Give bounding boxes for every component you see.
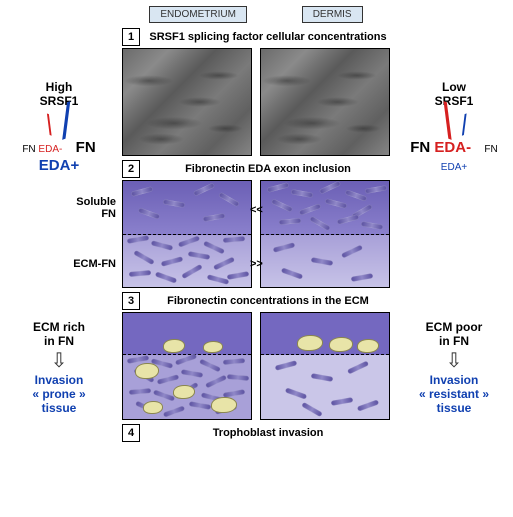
ecm-bottom-endo <box>123 355 251 420</box>
trophoblast-cell-icon <box>203 341 223 353</box>
ecm-poor-label: ECM poorin FN <box>399 320 509 348</box>
trophoblast-cell-icon <box>357 339 379 353</box>
micrograph-dermis <box>260 48 390 156</box>
fn-eda-left-row: FN EDA- FN EDA+ <box>4 139 114 175</box>
ecm-top-endo <box>123 313 251 355</box>
section-4-header: 4 Trophoblast invasion <box>122 424 390 442</box>
soluble-fn-label: Soluble FN <box>58 196 116 220</box>
eda-panel-endometrium <box>122 180 252 288</box>
invasion-prone-label: Invasion « prone » tissue <box>4 373 114 415</box>
trophoblast-cell-icon <box>173 385 195 399</box>
ecm-fn-label: ECM-FN <box>58 258 116 270</box>
trophoblast-cell-icon <box>135 363 159 379</box>
step-1-box: 1 <box>122 28 140 46</box>
fn-eda-minus-small: FN EDA- <box>22 144 62 155</box>
trophoblast-cell-icon <box>143 401 163 414</box>
right-annotation-top: LowSRSF1 ╲ ╱ FN EDA- FN EDA+ <box>399 80 509 175</box>
section-3-header: 3 Fibronectin concentrations in the ECM <box>122 292 390 310</box>
step-1-title: SRSF1 splicing factor cellular concentra… <box>146 31 390 43</box>
arrow-blue-thick-icon: ╱ <box>55 110 77 133</box>
left-annotation-top: HighSRSF1 ╲ ╱ FN EDA- FN EDA+ <box>4 80 114 175</box>
compare-top: << <box>250 204 263 216</box>
down-arrow-icon: ⇩ <box>4 348 114 373</box>
trophoblast-cell-icon <box>163 339 185 353</box>
ecm-rich-label: ECM richin FN <box>4 320 114 348</box>
step-3-box: 3 <box>122 292 140 310</box>
invasion-resistant-label: Invasion « resistant » tissue <box>399 373 509 415</box>
soluble-fn-endo <box>123 181 251 235</box>
section-1-header: 1 SRSF1 splicing factor cellular concent… <box>122 28 390 46</box>
column-tags: ENDOMETRIUM DERMIS <box>122 6 390 23</box>
eda-panel-row <box>122 180 390 288</box>
ecm-panel-endometrium <box>122 312 252 420</box>
arrow-split-left: ╲ ╱ <box>4 112 114 135</box>
high-srsf1-label: HighSRSF1 <box>4 80 114 108</box>
step-4-title: Trophoblast invasion <box>146 427 390 439</box>
arrow-red-thin-icon: ╲ <box>41 116 56 136</box>
trophoblast-cell-icon <box>297 335 323 351</box>
ecm-bottom-dermis <box>261 355 389 420</box>
ecm-panel-dermis <box>260 312 390 420</box>
arrow-blue-thin-icon: ╱ <box>457 116 472 136</box>
low-srsf1-label: LowSRSF1 <box>399 80 509 108</box>
eda-panel-dermis <box>260 180 390 288</box>
micrograph-endometrium <box>122 48 252 156</box>
step-4-box: 4 <box>122 424 140 442</box>
tag-dermis: DERMIS <box>302 6 363 23</box>
ecm-fn-dermis <box>261 235 389 288</box>
ecm-fn-endo <box>123 235 251 288</box>
arrow-red-thick-icon: ╲ <box>436 110 458 133</box>
ecm-top-dermis <box>261 313 389 355</box>
micrograph-row <box>122 48 390 156</box>
soluble-fn-dermis <box>261 181 389 235</box>
step-2-box: 2 <box>122 160 140 178</box>
section-2-header: 2 Fibronectin EDA exon inclusion <box>122 160 390 178</box>
compare-bottom: >> <box>250 258 263 270</box>
left-annotation-bottom: ECM richin FN ⇩ Invasion « prone » tissu… <box>4 320 114 415</box>
step-2-title: Fibronectin EDA exon inclusion <box>146 163 390 175</box>
ecm-panel-row <box>122 312 390 420</box>
fn-eda-minus-big: FN EDA- <box>410 139 471 156</box>
step-3-title: Fibronectin concentrations in the ECM <box>146 295 390 307</box>
right-annotation-bottom: ECM poorin FN ⇩ Invasion « resistant » t… <box>399 320 509 415</box>
tag-endometrium: ENDOMETRIUM <box>149 6 247 23</box>
down-arrow-icon: ⇩ <box>399 348 509 373</box>
trophoblast-cell-icon <box>329 337 353 352</box>
fn-eda-right-row: FN EDA- FN EDA+ <box>399 139 509 175</box>
trophoblast-cell-icon <box>211 397 237 413</box>
arrow-split-right: ╲ ╱ <box>399 112 509 135</box>
